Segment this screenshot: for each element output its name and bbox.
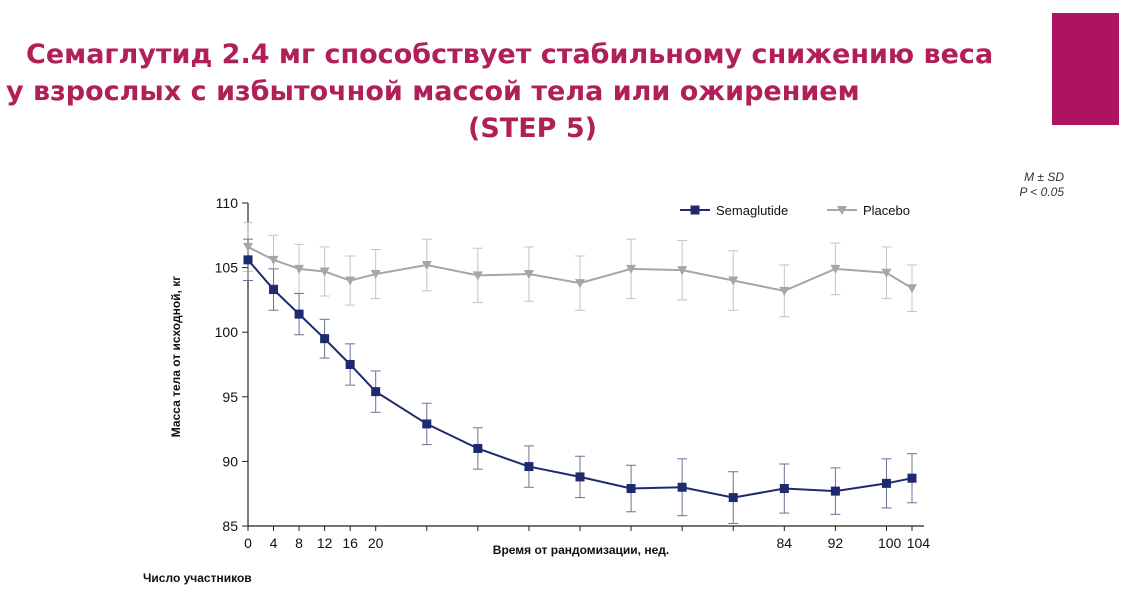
x-tick-label: 100 [878, 535, 902, 551]
placebo-point [779, 286, 790, 296]
placebo-point [319, 267, 330, 277]
chart-axes: 85 90 95 100 105 110 0 4 8 12 16 20 84 92 100 104 Время … [169, 195, 930, 557]
legend-placebo-marker [837, 206, 847, 215]
stat-mean-sd: M ± SD [1024, 170, 1064, 184]
placebo-point [268, 255, 279, 265]
semaglutide-point [575, 472, 585, 482]
x-tick-label: 12 [317, 535, 333, 551]
slide-title: Семаглутид 2.4 мг способствует стабильно… [0, 36, 1040, 147]
x-tick-label: 0 [244, 535, 252, 551]
legend-semaglutide-label: Semaglutide [716, 203, 788, 218]
participants-label: Число участников [143, 571, 252, 585]
semaglutide-point [473, 443, 483, 453]
title-line-1: Семаглутид 2.4 мг способствует стабильно… [26, 39, 994, 70]
semaglutide-point [345, 360, 355, 369]
semaglutide-point [320, 334, 330, 344]
y-tick-label: 105 [215, 260, 239, 276]
legend-placebo-label: Placebo [863, 203, 910, 218]
semaglutide-point [243, 255, 253, 265]
semaglutide-point [626, 484, 636, 494]
y-tick-label: 85 [222, 518, 238, 534]
placebo-point [472, 271, 483, 281]
semaglutide-point [422, 419, 432, 429]
x-axis-label: Время от рандомизации, нед. [493, 543, 669, 557]
semaglutide-point [779, 484, 789, 494]
y-axis-label: Масса тела от исходной, кг [169, 276, 183, 437]
x-tick-label: 92 [828, 535, 844, 551]
stat-p-value: P < 0.05 [1019, 185, 1064, 199]
y-tick-label: 100 [215, 324, 239, 340]
title-line-3: (STEP 5) [468, 113, 597, 144]
y-tick-label: 95 [222, 389, 238, 405]
placebo-point [345, 276, 356, 286]
x-tick-label: 84 [777, 535, 793, 551]
placebo-point [677, 266, 688, 276]
semaglutide-point [269, 285, 279, 295]
placebo-point [728, 276, 739, 286]
placebo-point [523, 270, 534, 280]
x-tick-label: 4 [270, 535, 278, 551]
series-markers [243, 242, 917, 503]
semaglutide-point [907, 473, 917, 483]
placebo-point [907, 284, 917, 294]
accent-block [1052, 13, 1119, 125]
x-tick-label: 20 [368, 535, 384, 551]
semaglutide-point [524, 462, 534, 472]
title-line-2: у взрослых с избыточной массой тела или … [6, 76, 860, 107]
x-tick-label: 16 [342, 535, 358, 551]
semaglutide-point [728, 493, 738, 503]
y-tick-label: 90 [222, 453, 238, 469]
placebo-point [830, 264, 841, 274]
x-tick-label: 8 [295, 535, 303, 551]
x-tick-label: 104 [907, 535, 931, 551]
semaglutide-point [294, 309, 304, 319]
stats-note: M ± SD P < 0.05 [980, 170, 1064, 200]
placebo-point [881, 268, 892, 278]
legend-semaglutide-marker [690, 205, 700, 215]
placebo-point [575, 279, 585, 289]
semaglutide-point [830, 486, 840, 496]
placebo-point [243, 242, 253, 252]
y-tick-label: 110 [216, 195, 239, 211]
placebo-point [626, 264, 637, 274]
placebo-point [370, 270, 381, 280]
semaglutide-point [371, 387, 381, 397]
placebo-point [294, 264, 305, 274]
semaglutide-point [677, 482, 687, 492]
semaglutide-point [881, 478, 891, 488]
chart-legend: Semaglutide Placebo [680, 203, 910, 218]
placebo-point [421, 261, 432, 271]
